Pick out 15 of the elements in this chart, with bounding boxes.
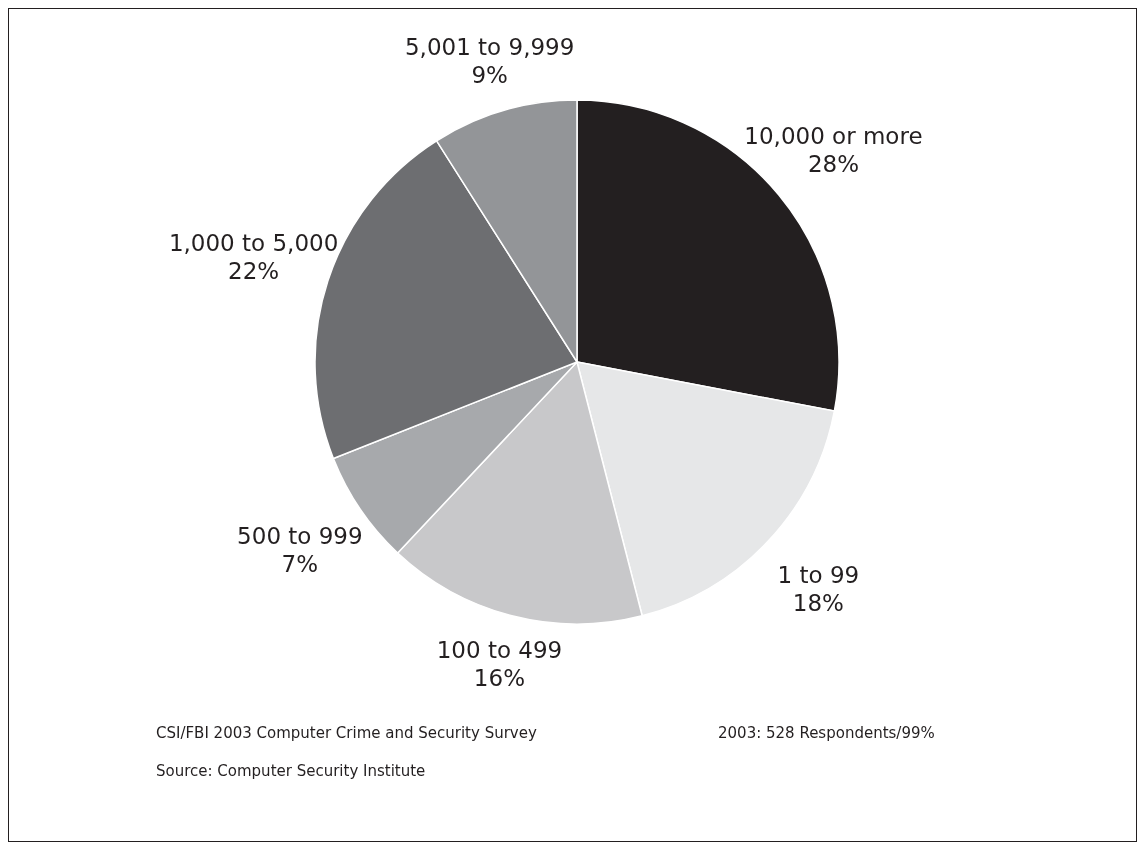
data-label: 16%	[473, 665, 525, 692]
data-label: 28%	[807, 150, 860, 177]
text: CSI/FBI 2003 Computer Crime and Security Survey	[156, 724, 537, 742]
slice-label: 10,000 or more	[744, 122, 923, 149]
data-label: 7%	[281, 551, 319, 578]
slice-label: 100 to 499	[436, 637, 563, 664]
source-note: Source: Computer Security Institute	[156, 762, 426, 780]
data-label: 9%	[471, 62, 508, 89]
text: 2003: 528 Respondents/99%	[718, 724, 935, 742]
slice-label: 5,001 to 9,999	[404, 34, 575, 61]
data-label: 18%	[792, 589, 844, 616]
data-label: 22%	[228, 257, 280, 284]
slice-label: 1 to 99	[777, 561, 860, 588]
slice-label: 1,000 to 5,000	[168, 229, 339, 256]
slice-label: 500 to 999	[237, 523, 363, 550]
